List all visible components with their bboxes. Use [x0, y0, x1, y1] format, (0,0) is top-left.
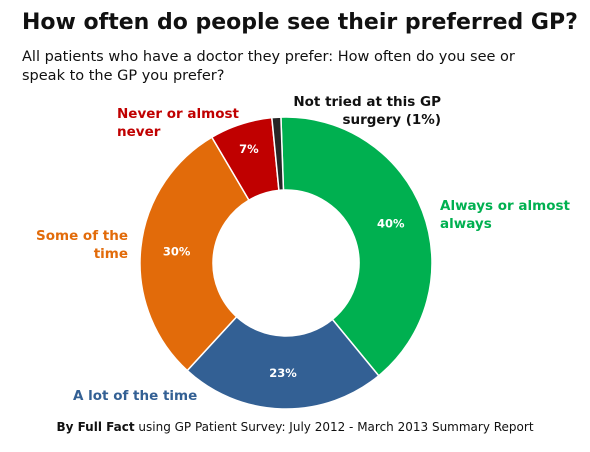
donut-slice-2 [186, 315, 380, 410]
source-note: By Full Fact using GP Patient Survey: Ju… [0, 420, 590, 434]
slice-category-label-2: A lot of the time [73, 388, 197, 404]
slice-category-label-4: Never or almost never [117, 106, 240, 140]
donut-slice-5 [271, 116, 285, 192]
slice-category-label-5: Not tried at this GP surgery (1%) [293, 94, 441, 128]
slice-value-label-4: 7% [239, 142, 259, 156]
source-text: using GP Patient Survey: July 2012 - Mar… [138, 420, 534, 434]
chart-title: How often do people see their preferred … [22, 10, 578, 35]
slice-category-label-1: Always or almost always [440, 198, 571, 232]
source-author: By Full Fact [56, 420, 135, 434]
chart-subtitle: All patients who have a doctor they pref… [22, 49, 515, 84]
slice-value-label-2: 23% [269, 366, 297, 380]
donut-slice-3 [139, 136, 250, 372]
slice-category-label-3: Some of the time [36, 228, 128, 262]
slice-value-label-1: 40% [377, 216, 405, 230]
slice-value-label-3: 30% [163, 244, 191, 258]
donut-slice-1 [280, 116, 433, 377]
